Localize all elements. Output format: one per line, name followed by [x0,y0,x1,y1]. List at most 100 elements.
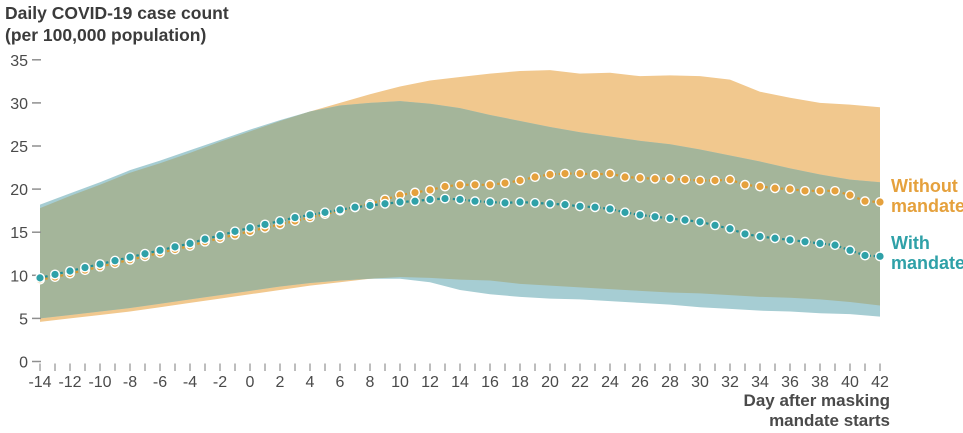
x-tick-label: 10 [391,374,409,391]
y-tick-label: 30 [10,96,28,113]
data-point-with-mandate [635,209,646,220]
chart-title-line2: (per 100,000 population) [5,25,207,46]
x-tick-label: 24 [601,374,619,391]
data-point-without-mandate [545,169,556,180]
data-point-without-mandate [860,196,871,207]
x-tick-label: -2 [213,374,227,391]
x-tick-label: 16 [481,374,499,391]
data-point-with-mandate [305,209,316,220]
data-point-with-mandate [199,234,210,245]
data-point-without-mandate [500,178,511,189]
data-point-with-mandate [680,215,691,226]
y-axis: 0 5 10 15 20 25 30 35 [10,53,41,372]
data-point-with-mandate [755,231,766,242]
series-line-without-mandate [39,172,881,281]
data-point-with-mandate [169,241,180,252]
data-point-with-mandate [455,194,466,205]
x-tick-label: 22 [571,374,589,391]
data-point-with-mandate [275,215,286,226]
data-point-without-mandate [650,173,661,184]
x-tick-label: -14 [28,374,51,391]
data-point-without-mandate [755,181,766,192]
legend-with-mandate-line2: mandate [891,253,963,274]
x-tick-label: 6 [336,374,345,391]
data-point-without-mandate [680,174,691,185]
data-point-with-mandate [64,265,75,276]
data-point-with-mandate [214,230,225,241]
data-point-with-mandate [620,207,631,218]
data-point-without-mandate [485,179,496,190]
legend-without-mandate-line2: mandate [891,196,963,217]
data-point-with-mandate [350,202,361,213]
data-point-with-mandate [770,233,781,244]
data-point-without-mandate [425,184,436,195]
data-point-with-mandate [650,211,661,222]
data-point-with-mandate [710,220,721,231]
x-tick-label: 26 [631,374,649,391]
x-tick-label: -8 [123,374,137,391]
x-tick-label: 20 [541,374,559,391]
data-point-without-mandate [770,183,781,194]
data-point-with-mandate [560,199,571,210]
data-point-with-mandate [229,226,240,237]
data-point-with-mandate [395,197,406,208]
x-tick-label: -6 [153,374,167,391]
data-point-with-mandate [815,238,826,249]
data-point-with-mandate [290,212,301,223]
legend-without-mandate-line1: Without [891,176,958,196]
legend-with-mandate-line1: With [891,233,930,253]
data-point-with-mandate [124,252,135,263]
data-point-with-mandate [665,213,676,224]
data-point-with-mandate [860,250,871,261]
data-point-without-mandate [575,168,586,179]
data-point-without-mandate [635,172,646,183]
chart-title: Daily COVID-19 case count (per 100,000 p… [5,2,229,47]
data-point-without-mandate [620,172,631,183]
data-point-with-mandate [109,255,120,266]
data-point-with-mandate [605,203,616,214]
x-tick-label: 2 [276,374,285,391]
legend-with-mandate: With mandate [891,233,963,273]
x-tick-label: 8 [366,374,375,391]
x-tick-label: 4 [306,374,315,391]
chart-title-line1: Daily COVID-19 case count [5,3,229,23]
data-point-with-mandate [410,196,421,207]
x-axis-label-line1: Day after masking [743,391,890,410]
data-point-with-mandate [830,240,841,251]
data-point-with-mandate [695,216,706,227]
data-point-with-mandate [785,234,796,245]
data-point-with-mandate [50,269,61,280]
data-point-with-mandate [875,251,886,262]
legend-without-mandate: Without mandate [891,176,963,216]
data-point-with-mandate [515,197,526,208]
x-tick-label: 40 [841,374,859,391]
data-point-without-mandate [455,179,466,190]
data-point-with-mandate [530,197,541,208]
data-point-with-mandate [470,196,481,207]
data-point-with-mandate [365,200,376,211]
data-point-with-mandate [244,222,255,233]
y-tick-label: 10 [10,268,28,285]
y-tick-label: 15 [10,225,28,242]
data-point-with-mandate [575,201,586,212]
data-point-with-mandate [35,272,46,283]
data-point-without-mandate [530,172,541,183]
data-point-without-mandate [665,173,676,184]
data-point-with-mandate [590,202,601,213]
data-point-with-mandate [154,245,165,256]
x-tick-label: -4 [183,374,197,391]
x-tick-label: 42 [871,374,889,391]
x-tick-label: 38 [811,374,829,391]
data-point-with-mandate [184,238,195,249]
data-point-without-mandate [785,184,796,195]
y-tick-label: 25 [10,139,28,156]
x-tick-label: -12 [58,374,81,391]
band-overlap [40,101,880,319]
data-point-with-mandate [545,198,556,209]
x-tick-label: 14 [451,374,469,391]
x-tick-label: 34 [751,374,769,391]
data-point-without-mandate [875,197,886,208]
data-point-without-mandate [605,168,616,179]
data-point-with-mandate [725,223,736,234]
